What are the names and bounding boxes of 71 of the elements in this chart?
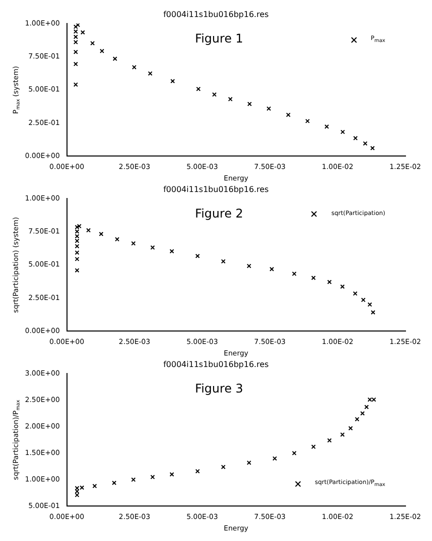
point bbox=[80, 30, 86, 35]
point bbox=[247, 102, 252, 106]
point bbox=[354, 416, 360, 422]
point bbox=[348, 426, 353, 430]
point bbox=[340, 130, 345, 134]
point bbox=[74, 486, 80, 490]
point bbox=[361, 298, 366, 302]
point bbox=[370, 310, 376, 315]
point bbox=[112, 480, 116, 486]
point bbox=[74, 492, 80, 498]
point bbox=[148, 71, 152, 76]
annotation: Figure 1 bbox=[195, 32, 244, 46]
point bbox=[368, 397, 372, 402]
point bbox=[90, 40, 95, 46]
point bbox=[131, 477, 136, 482]
point bbox=[305, 118, 310, 124]
point bbox=[228, 96, 233, 102]
point bbox=[266, 106, 272, 111]
point bbox=[324, 124, 330, 129]
point bbox=[98, 232, 104, 236]
point bbox=[76, 24, 80, 28]
point bbox=[112, 56, 118, 62]
point bbox=[132, 64, 136, 70]
chart-title: f0004i11s1bu016bp16.res bbox=[163, 184, 269, 194]
point bbox=[150, 245, 155, 250]
point bbox=[327, 280, 332, 284]
point bbox=[150, 474, 155, 480]
point bbox=[74, 268, 80, 273]
point bbox=[340, 432, 345, 437]
point bbox=[100, 48, 104, 54]
point bbox=[221, 464, 226, 470]
point bbox=[221, 259, 226, 264]
point bbox=[362, 141, 368, 146]
point bbox=[196, 86, 201, 92]
point bbox=[327, 438, 332, 443]
point bbox=[292, 450, 297, 456]
point bbox=[212, 92, 217, 97]
point bbox=[114, 237, 120, 242]
point bbox=[292, 272, 297, 276]
point bbox=[364, 404, 369, 410]
point bbox=[74, 489, 80, 494]
point bbox=[372, 397, 376, 402]
point bbox=[195, 254, 200, 258]
point bbox=[272, 456, 278, 461]
point bbox=[368, 302, 372, 307]
point bbox=[170, 248, 174, 254]
point bbox=[80, 485, 84, 490]
point bbox=[170, 78, 175, 84]
point bbox=[370, 146, 375, 150]
point bbox=[73, 82, 78, 87]
annotation: Figure 3 bbox=[195, 382, 244, 396]
point bbox=[246, 460, 252, 465]
chart-title: f0004i11s1bu016bp16.res bbox=[163, 360, 269, 369]
point bbox=[270, 266, 274, 272]
point bbox=[73, 62, 78, 66]
point bbox=[286, 112, 291, 118]
annotation: Figure 2 bbox=[195, 206, 244, 221]
point bbox=[246, 264, 252, 268]
chart-title: f0004i11s1bu016bp16.res bbox=[163, 10, 269, 19]
point bbox=[131, 241, 136, 246]
point bbox=[195, 468, 200, 474]
point bbox=[170, 472, 174, 477]
point bbox=[352, 291, 358, 296]
point bbox=[311, 276, 316, 280]
point bbox=[340, 284, 345, 289]
point bbox=[86, 228, 91, 233]
point bbox=[73, 50, 78, 54]
point bbox=[92, 484, 97, 488]
point bbox=[360, 411, 365, 416]
point bbox=[311, 444, 316, 450]
point bbox=[353, 136, 358, 140]
